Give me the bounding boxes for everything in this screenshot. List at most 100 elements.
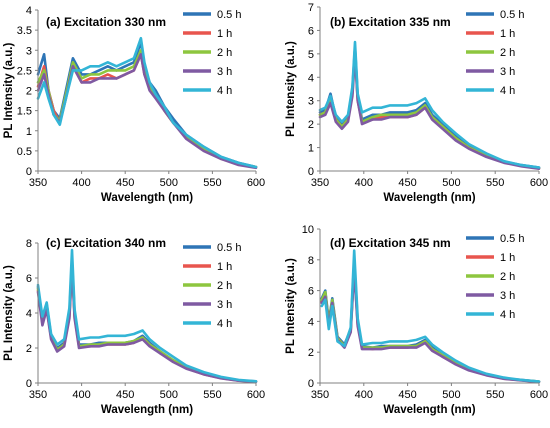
panel-d: 350 400 450 500 550 600 0 2 4 6 8 10 Wavelength (nm)… (285, 224, 548, 416)
series-line-4-h (36, 36, 258, 169)
legend: 0.5 h 1 h 2 h 3 h 4 h (466, 233, 524, 321)
x-tick-label: 500 (160, 389, 178, 401)
x-tick-label: 600 (530, 389, 548, 401)
x-tick-label: 450 (398, 177, 416, 189)
x-axis-label: Wavelength (nm) (383, 192, 475, 204)
legend-label: 4 h (217, 318, 232, 330)
y-tick-label: 3 (308, 96, 314, 108)
y-tick-label: 2 (308, 347, 314, 359)
legend-label: 0.5 h (500, 9, 524, 21)
x-tick-label: 600 (247, 177, 265, 189)
legend-label: 1 h (500, 252, 515, 264)
series-line-4-h (36, 248, 258, 383)
y-tick-label: 8 (26, 238, 32, 250)
legend-label: 3 h (500, 290, 515, 302)
panel-c: 350 400 450 500 550 600 0 2 4 6 8 Wavelength (nm) PL… (3, 236, 265, 416)
legend: 0.5 h 1 h 2 h 3 h 4 h (466, 9, 524, 97)
x-tick-label: 400 (72, 389, 90, 401)
x-tick-label: 350 (29, 389, 47, 401)
chart-title: (c) Excitation 340 nm (46, 236, 166, 250)
x-tick-label: 600 (530, 177, 548, 189)
chart-title: (b) Excitation 335 nm (330, 15, 451, 29)
x-axis-label: Wavelength (nm) (383, 404, 475, 416)
legend-label: 4 h (217, 85, 232, 97)
legend-label: 1 h (217, 28, 232, 40)
legend-label: 3 h (500, 66, 515, 78)
x-tick-label: 350 (311, 389, 329, 401)
y-tick-label: 6 (308, 25, 314, 37)
legend-label: 4 h (500, 85, 515, 97)
x-tick-label: 500 (442, 389, 460, 401)
x-tick-label: 450 (116, 177, 134, 189)
y-tick-label: 8 (308, 255, 314, 267)
y-tick-label: 1 (26, 126, 32, 138)
y-tick-label: 0 (26, 166, 32, 178)
y-tick-label: 6 (26, 273, 32, 285)
x-axis-label: Wavelength (nm) (101, 192, 193, 204)
legend-label: 3 h (217, 66, 232, 78)
legend-label: 0.5 h (217, 242, 241, 254)
y-axis-label: PL Intensity (a.u.) (285, 41, 297, 137)
x-tick-label: 450 (116, 389, 134, 401)
x-tick-label: 500 (160, 177, 178, 189)
panel-a: 350 400 450 500 550 600 0 0.5 1 1.5 2 2.5 3 3.5 4 Wavel… (3, 5, 265, 204)
legend: 0.5 h 1 h 2 h 3 h 4 h (183, 242, 241, 330)
x-tick-label: 400 (355, 177, 373, 189)
y-tick-label: 5 (308, 49, 314, 61)
x-tick-label: 350 (29, 177, 47, 189)
y-tick-label: 0.5 (17, 146, 32, 158)
y-tick-label: 4 (308, 72, 314, 84)
series-line-3-h (318, 52, 541, 170)
y-axis-label: PL Intensity (a.u.) (285, 258, 297, 354)
legend: 0.5 h 1 h 2 h 3 h 4 h (183, 9, 241, 97)
x-tick-label: 550 (486, 177, 504, 189)
y-tick-label: 1 (308, 143, 314, 155)
y-tick-label: 1.5 (17, 106, 32, 118)
x-tick-label: 500 (442, 177, 460, 189)
panel-b: 350 400 450 500 550 600 0 1 2 3 4 5 6 7 Wavelength (nm… (285, 2, 548, 204)
legend-label: 2 h (217, 47, 232, 59)
series-line-3-h (320, 267, 541, 384)
series-line-3-h (36, 264, 258, 384)
chart-title: (d) Excitation 345 nm (330, 236, 451, 250)
y-tick-label: 0 (26, 378, 32, 390)
series-line-0-5-h (36, 40, 258, 169)
legend-label: 2 h (500, 47, 515, 59)
x-tick-label: 550 (486, 389, 504, 401)
y-tick-label: 3 (26, 45, 32, 57)
y-tick-label: 0 (308, 166, 314, 178)
legend-label: 4 h (500, 309, 515, 321)
y-tick-label: 0 (308, 378, 314, 390)
x-tick-label: 550 (203, 389, 221, 401)
x-tick-label: 350 (311, 177, 329, 189)
y-tick-label: 10 (302, 224, 314, 236)
legend-label: 0.5 h (217, 9, 241, 21)
x-tick-label: 550 (203, 177, 221, 189)
legend-label: 2 h (217, 280, 232, 292)
legend-label: 1 h (217, 261, 232, 273)
y-tick-label: 2.5 (17, 65, 32, 77)
y-tick-label: 4 (26, 308, 32, 320)
legend-label: 3 h (217, 299, 232, 311)
legend-label: 1 h (500, 28, 515, 40)
y-axis-label: PL Intensity (a.u.) (3, 265, 15, 361)
y-tick-label: 2 (26, 86, 32, 98)
x-tick-label: 600 (247, 389, 265, 401)
x-tick-label: 400 (72, 177, 90, 189)
y-axis-label: PL Intensity (a.u.) (3, 43, 15, 139)
y-tick-label: 4 (308, 316, 314, 328)
y-tick-label: 2 (26, 343, 32, 355)
legend-label: 0.5 h (500, 233, 524, 245)
legend-label: 2 h (500, 271, 515, 283)
y-tick-label: 7 (308, 2, 314, 14)
y-tick-label: 3.5 (17, 25, 32, 37)
y-tick-label: 6 (308, 286, 314, 298)
y-tick-label: 2 (308, 119, 314, 131)
x-tick-label: 400 (355, 389, 373, 401)
y-tick-label: 4 (26, 5, 32, 17)
x-axis-label: Wavelength (nm) (101, 404, 193, 416)
chart-title: (a) Excitation 330 nm (46, 15, 166, 29)
x-tick-label: 450 (398, 389, 416, 401)
series-line-4-h (318, 40, 541, 169)
